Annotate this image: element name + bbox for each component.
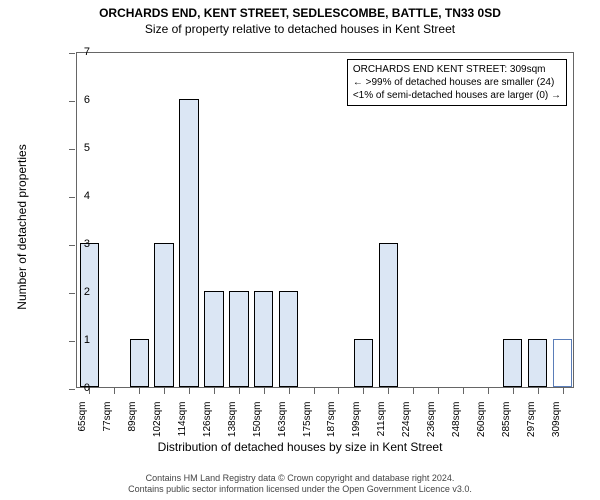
annotation-line1: ORCHARDS END KENT STREET: 309sqm	[353, 63, 561, 76]
x-tick-label: 150sqm	[252, 402, 263, 450]
x-tick	[139, 388, 140, 394]
y-axis-title: Number of detached properties	[15, 144, 29, 309]
x-tick-label: 65sqm	[77, 402, 88, 450]
y-tick	[69, 389, 75, 390]
x-tick	[488, 388, 489, 394]
x-tick-label: 224sqm	[401, 402, 412, 450]
x-tick-label: 102sqm	[152, 402, 163, 450]
bar	[80, 243, 99, 387]
x-tick-label: 89sqm	[127, 402, 138, 450]
x-tick	[513, 388, 514, 394]
bar	[154, 243, 173, 387]
bar	[379, 243, 398, 387]
x-tick	[563, 388, 564, 394]
x-tick-label: 260sqm	[476, 402, 487, 450]
x-tick	[314, 388, 315, 394]
y-tick-label: 1	[84, 334, 90, 346]
x-tick-label: 163sqm	[277, 402, 288, 450]
y-tick	[69, 53, 75, 54]
y-tick-label: 6	[84, 94, 90, 106]
x-tick-label: 297sqm	[526, 402, 537, 450]
x-tick	[289, 388, 290, 394]
x-tick	[538, 388, 539, 394]
x-tick	[164, 388, 165, 394]
bar	[179, 99, 198, 387]
title-sub: Size of property relative to detached ho…	[0, 20, 600, 36]
y-tick	[69, 341, 75, 342]
x-tick-label: 187sqm	[326, 402, 337, 450]
y-tick	[69, 245, 75, 246]
bar	[503, 339, 522, 387]
annotation-line2: ← >99% of detached houses are smaller (2…	[353, 76, 561, 89]
x-tick	[189, 388, 190, 394]
x-tick-label: 126sqm	[202, 402, 213, 450]
bar	[204, 291, 223, 387]
x-tick	[363, 388, 364, 394]
x-tick-label: 175sqm	[302, 402, 313, 450]
x-tick-label: 199sqm	[351, 402, 362, 450]
bar	[553, 339, 572, 387]
y-tick	[69, 149, 75, 150]
x-tick	[114, 388, 115, 394]
x-tick	[239, 388, 240, 394]
y-tick-label: 2	[84, 286, 90, 298]
y-tick	[69, 293, 75, 294]
y-tick-label: 4	[84, 190, 90, 202]
y-tick-label: 0	[84, 382, 90, 394]
bar	[528, 339, 547, 387]
bar	[130, 339, 149, 387]
x-tick	[413, 388, 414, 394]
bar	[254, 291, 273, 387]
annotation-box: ORCHARDS END KENT STREET: 309sqm ← >99% …	[347, 59, 567, 106]
x-tick	[463, 388, 464, 394]
y-tick-label: 7	[84, 46, 90, 58]
x-tick	[214, 388, 215, 394]
y-tick	[69, 197, 75, 198]
annotation-line3: <1% of semi-detached houses are larger (…	[353, 89, 561, 102]
x-tick-label: 285sqm	[501, 402, 512, 450]
x-tick	[264, 388, 265, 394]
bar	[279, 291, 298, 387]
bar	[354, 339, 373, 387]
footer-line2: Contains public sector information licen…	[0, 484, 600, 496]
chart-area: ORCHARDS END KENT STREET: 309sqm ← >99% …	[76, 52, 574, 388]
x-tick-label: 248sqm	[451, 402, 462, 450]
x-tick-label: 114sqm	[177, 402, 188, 450]
x-tick	[438, 388, 439, 394]
x-tick-label: 236sqm	[426, 402, 437, 450]
footer: Contains HM Land Registry data © Crown c…	[0, 473, 600, 496]
y-tick	[69, 101, 75, 102]
x-tick	[338, 388, 339, 394]
x-tick-label: 77sqm	[102, 402, 113, 450]
x-tick-label: 138sqm	[227, 402, 238, 450]
bar	[229, 291, 248, 387]
x-tick-label: 309sqm	[551, 402, 562, 450]
x-tick-label: 211sqm	[376, 402, 387, 450]
title-main: ORCHARDS END, KENT STREET, SEDLESCOMBE, …	[0, 0, 600, 20]
x-tick	[388, 388, 389, 394]
y-tick-label: 3	[84, 238, 90, 250]
footer-line1: Contains HM Land Registry data © Crown c…	[0, 473, 600, 485]
y-tick-label: 5	[84, 142, 90, 154]
